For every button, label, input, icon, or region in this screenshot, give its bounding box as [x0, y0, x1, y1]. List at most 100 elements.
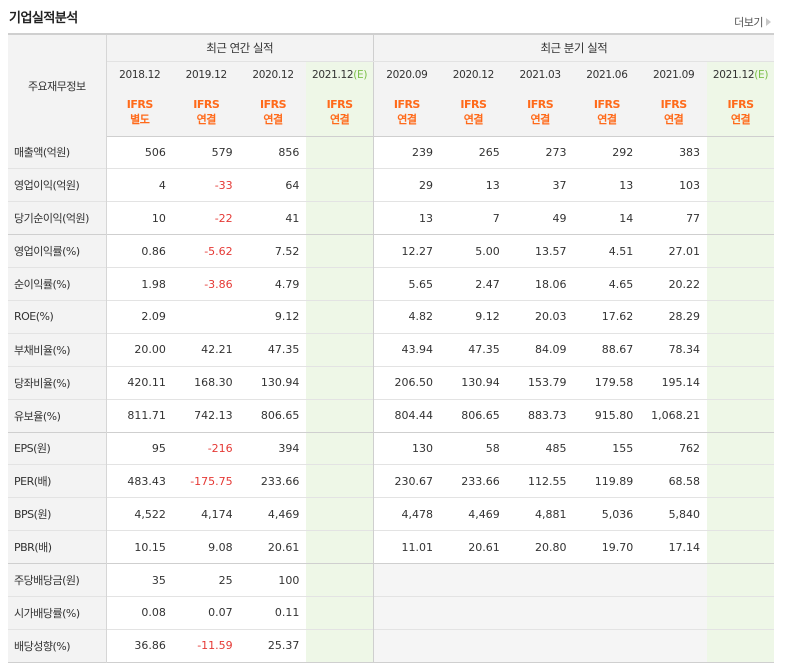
basis-label: 연결: [196, 112, 217, 126]
table-cell: 11.01: [372, 530, 440, 564]
table-cell: 233.66: [239, 464, 307, 498]
period-header: 2020.12: [440, 61, 507, 88]
ifrs-label: IFRS: [660, 97, 687, 111]
table-cell: [707, 136, 774, 169]
row-label: BPS(원): [8, 497, 107, 531]
table-cell: [640, 628, 708, 663]
accounting-basis: IFRS 연결: [573, 88, 641, 137]
table-cell: 0.08: [106, 595, 173, 630]
table-cell: 119.89: [573, 464, 641, 498]
table-cell: [306, 398, 374, 433]
period-header: 2021.12(E): [306, 61, 374, 88]
table-cell: 483.43: [106, 464, 173, 498]
table-row: 부채비율(%) 20.00 42.21 47.35 43.94 47.35 84.09 88.…: [8, 332, 774, 367]
table-cell: [306, 234, 374, 268]
table-cell: [707, 365, 774, 400]
table-cell: [306, 595, 374, 630]
table-cell: [440, 563, 507, 597]
table-cell: 233.66: [440, 464, 507, 498]
table-cell: [372, 563, 440, 597]
row-label: 유보율(%): [8, 398, 107, 433]
table-cell: -175.75: [172, 464, 240, 498]
table-cell: 7: [440, 201, 507, 235]
table-cell: 1,068.21: [640, 398, 708, 433]
table-cell: 155: [573, 431, 641, 465]
quarter-group-header: 최근 분기 실적: [372, 34, 774, 62]
table-cell: 762: [640, 431, 708, 465]
annual-group-header: 최근 연간 실적: [106, 34, 374, 62]
basis-label: 연결: [664, 112, 684, 126]
row-label: 주당배당금(원): [8, 563, 107, 597]
table-cell: [306, 332, 374, 367]
table-cell: [707, 497, 774, 531]
table-cell: 485: [506, 431, 574, 465]
period-date: 2021.12: [712, 68, 755, 81]
table-cell: -3.86: [172, 267, 240, 301]
table-cell: [440, 595, 507, 630]
table-cell: 9.12: [440, 299, 507, 334]
table-cell: 42.21: [172, 332, 240, 367]
basis-label: 연결: [730, 112, 751, 126]
table-cell: 130.94: [440, 365, 507, 400]
table-cell: 27.01: [640, 234, 708, 268]
period-date: 2020.12: [452, 68, 495, 81]
table-cell: 28.29: [640, 299, 708, 334]
table-cell: [306, 201, 374, 235]
table-row: BPS(원) 4,522 4,174 4,469 4,478 4,469 4,881 5,03…: [8, 497, 774, 531]
table-cell: 292: [612, 145, 634, 159]
table-cell: [306, 365, 374, 400]
table-cell: [640, 563, 708, 597]
row-label: ROE(%): [8, 299, 107, 334]
table-cell: [306, 431, 374, 465]
table-cell: 9.08: [172, 530, 240, 564]
more-link-label: 더보기: [734, 16, 763, 29]
table-cell: [573, 595, 641, 630]
period-header: 2019.12: [172, 61, 240, 88]
table-cell: 112.55: [506, 464, 574, 498]
table-cell: [707, 168, 774, 202]
table-cell: 100: [239, 563, 307, 597]
table-cell: 64: [239, 168, 307, 202]
basis-label: 연결: [597, 112, 617, 126]
table-cell: 84.09: [506, 332, 574, 367]
table-cell: 265: [478, 145, 500, 159]
table-cell: 78.34: [640, 332, 708, 367]
table-cell: 36.86: [106, 628, 173, 663]
table-cell: 4.82: [372, 299, 440, 334]
ifrs-label: IFRS: [727, 97, 754, 111]
accounting-basis: IFRS 별도: [106, 88, 173, 137]
table-cell: 4,174: [172, 497, 240, 531]
period-date: 2021.09: [653, 68, 695, 81]
basis-label: 별도: [130, 112, 150, 126]
row-label: 매출액(억원): [8, 136, 107, 169]
table-cell: [640, 595, 708, 630]
table-cell: -33: [172, 168, 240, 202]
table-cell: 17.62: [573, 299, 641, 334]
period-date: 2019.12: [185, 68, 228, 81]
table-cell: 13: [372, 201, 440, 235]
table-cell: 383: [679, 145, 701, 159]
basis-label: 연결: [463, 112, 484, 126]
table-cell: 4,881: [506, 497, 574, 531]
table-cell: 1.98: [106, 267, 173, 301]
table-cell: 4.65: [573, 267, 641, 301]
table-cell: [306, 530, 374, 564]
more-link[interactable]: 더보기: [734, 14, 771, 30]
table-cell: 856: [278, 145, 300, 159]
accounting-basis: IFRS 연결: [440, 88, 507, 137]
accounting-basis: IFRS 연결: [372, 88, 440, 137]
accounting-basis: IFRS 연결: [506, 88, 574, 137]
table-cell: [306, 628, 374, 663]
table-cell: 20.80: [506, 530, 574, 564]
table-cell: [172, 299, 240, 334]
accounting-basis: IFRS 연결: [707, 88, 774, 137]
row-label: 순이익률(%): [8, 267, 107, 301]
table-cell: 2.47: [440, 267, 507, 301]
accounting-basis: IFRS 연결: [172, 88, 240, 137]
table-cell: 20.22: [640, 267, 708, 301]
table-cell: [707, 530, 774, 564]
table-cell: [306, 267, 374, 301]
table-cell: [506, 628, 574, 663]
table-cell: [707, 201, 774, 235]
table-cell: [573, 563, 641, 597]
